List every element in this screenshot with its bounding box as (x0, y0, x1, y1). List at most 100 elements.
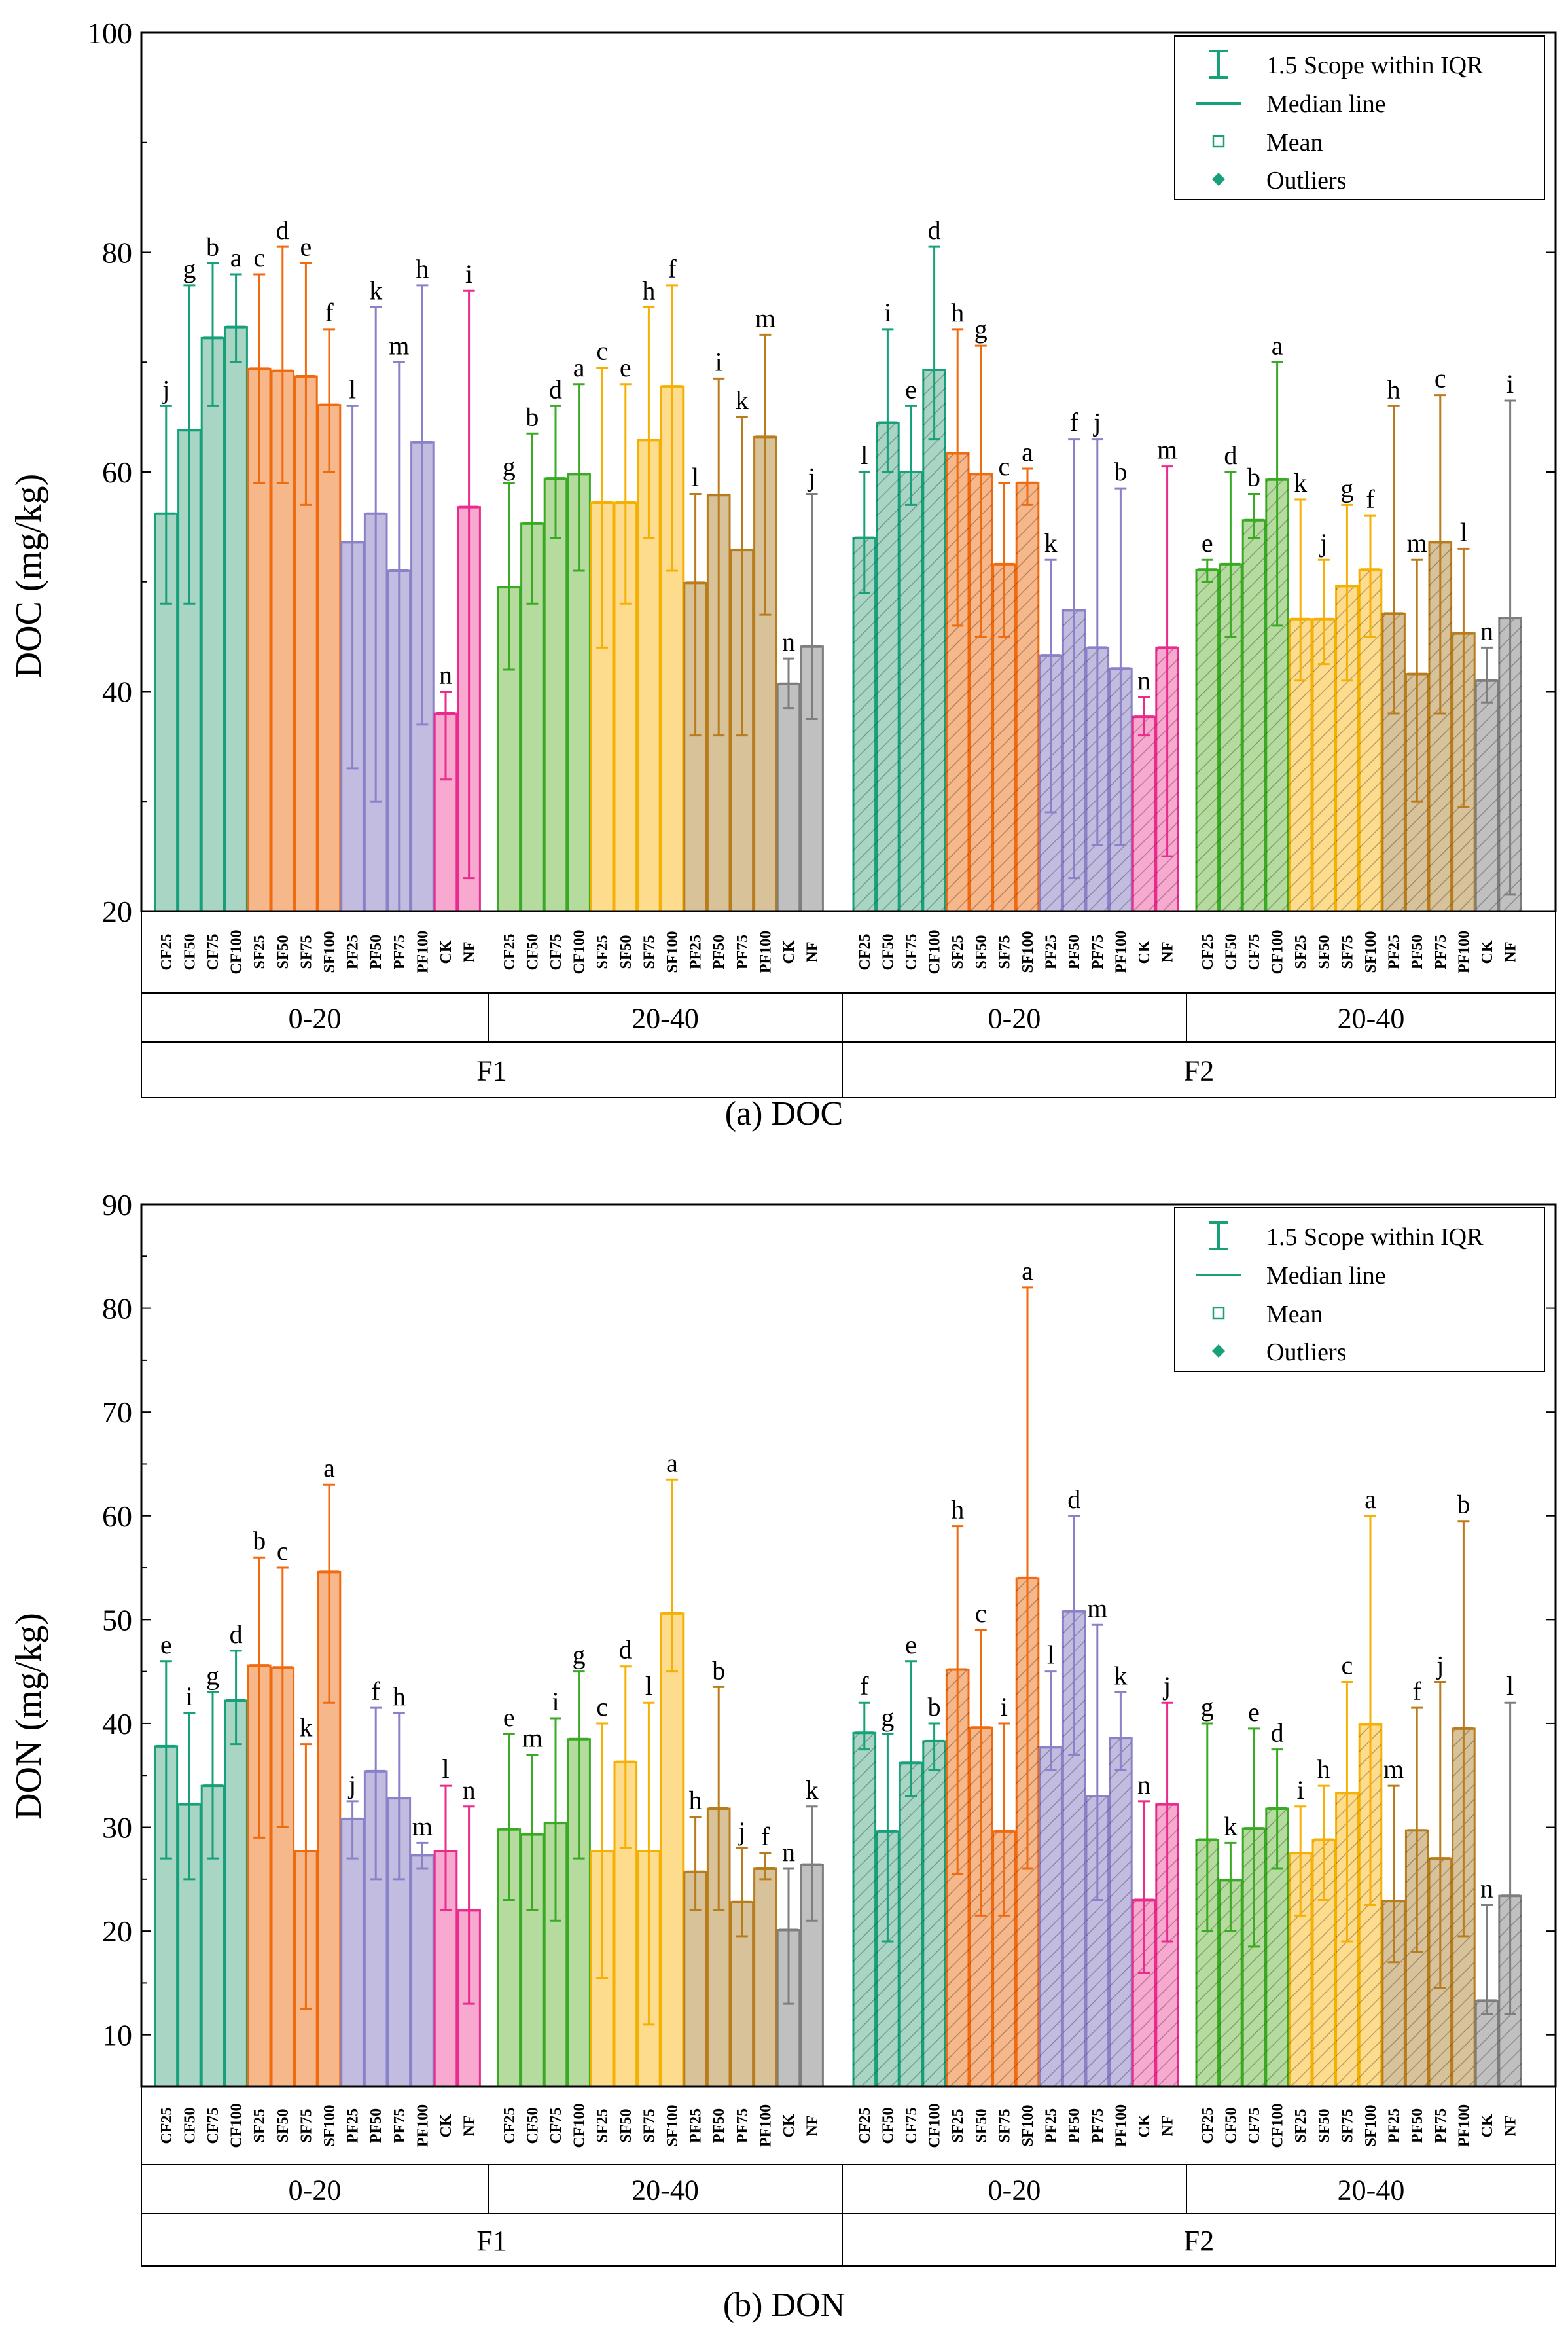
category-label: CF25 (857, 934, 874, 971)
y-tick-label: 70 (102, 1396, 132, 1429)
bar-hatch (853, 1733, 876, 2087)
category-label: PF100 (1113, 2104, 1130, 2147)
category-label: CF25 (857, 2108, 874, 2144)
category-label: CF100 (228, 2104, 245, 2148)
category-label: CF75 (903, 934, 920, 971)
category-label: CF75 (903, 2108, 920, 2144)
category-label: SF75 (298, 2108, 315, 2142)
category-label: PF50 (711, 2108, 728, 2143)
significance-letter: i (1001, 1692, 1008, 1722)
significance-letter: d (619, 1635, 632, 1665)
significance-letter: g (206, 1661, 219, 1690)
plot-layer: 20 40 60 80 100 j CF25 g CF50 b CF75 a CF100 c SF25 d SF… (87, 16, 1557, 2267)
significance-letter: d (276, 215, 289, 245)
legend-mean-label: Mean (1266, 1301, 1323, 1328)
significance-letter: e (620, 353, 632, 382)
depth-group-label: 20-40 (632, 1003, 699, 1035)
significance-letter: j (807, 463, 815, 492)
legend-median-label: Median line (1266, 1262, 1386, 1290)
category-label: CK (1136, 940, 1153, 964)
significance-letter: k (299, 1713, 312, 1742)
significance-letter: i (715, 347, 722, 376)
significance-letter: c (999, 452, 1010, 481)
significance-letter: b (712, 1655, 725, 1685)
depth-group-label: 20-40 (1338, 1003, 1405, 1035)
panel-b-title: (b) DON (723, 2286, 845, 2324)
category-label: SF100 (321, 931, 338, 973)
significance-letter: k (806, 1775, 819, 1805)
significance-letter: l (1460, 517, 1467, 547)
category-label: CF100 (927, 930, 944, 975)
category-label: PF50 (368, 935, 385, 969)
significance-letter: k (369, 276, 382, 305)
category-label: CK (1479, 940, 1496, 964)
category-label: SF100 (664, 931, 681, 973)
category-label: SF75 (1339, 935, 1356, 969)
category-label: CK (781, 940, 798, 964)
significance-letter: e (1202, 528, 1213, 558)
category-label: SF100 (1363, 2104, 1380, 2146)
significance-letter: e (300, 232, 312, 261)
significance-letter: c (596, 336, 608, 366)
mean-legend-icon (1212, 135, 1225, 148)
category-label: CF75 (548, 934, 565, 971)
category-label: SF75 (1339, 2108, 1356, 2142)
category-label: CF25 (1200, 934, 1217, 971)
bar-hatch (1476, 680, 1498, 911)
category-label: CF50 (1222, 2108, 1239, 2144)
category-label: NF (461, 942, 478, 963)
legend-outliers-label: Outliers (1266, 1339, 1346, 1366)
category-label: PF100 (757, 931, 774, 973)
chart-panel-a: 20 40 60 80 100 j CF25 g CF50 b CF75 a CF100 c SF25 d SF… (87, 16, 1557, 1098)
category-label: SF100 (1363, 931, 1380, 973)
significance-letter: l (1506, 1671, 1514, 1701)
legend-box (1174, 1207, 1545, 1372)
significance-letter: g (573, 1640, 586, 1670)
significance-letter: a (1022, 1256, 1033, 1286)
category-label: PF25 (688, 2108, 705, 2143)
significance-letter: d (1067, 1485, 1080, 1514)
significance-letter: b (1247, 463, 1260, 492)
significance-letter: n (1137, 1770, 1150, 1799)
bar-hatch (1243, 520, 1265, 911)
significance-letter: k (736, 386, 749, 415)
y-tick-label: 80 (102, 1292, 132, 1326)
significance-letter: j (347, 1770, 356, 1799)
category-label: CF50 (880, 934, 897, 971)
category-label: CF50 (1222, 934, 1239, 971)
significance-letter: f (668, 254, 677, 283)
category-label: CF25 (158, 934, 175, 971)
category-label: PF75 (1433, 935, 1450, 969)
category-label: SF50 (618, 2108, 635, 2142)
bar-hatch (1109, 1738, 1132, 2087)
significance-letter: m (1407, 528, 1427, 558)
significance-letter: n (782, 627, 795, 657)
significance-letter: c (277, 1536, 289, 1566)
significance-letter: c (596, 1692, 608, 1722)
significance-letter: c (975, 1598, 987, 1628)
category-label: PF50 (1066, 935, 1083, 969)
category-label: PF25 (688, 935, 705, 969)
depth-group-label: 20-40 (1338, 2174, 1405, 2207)
category-label: NF (1160, 942, 1177, 963)
outlier-legend-icon (1212, 173, 1225, 186)
category-label: CK (438, 940, 455, 964)
category-label: PF25 (345, 2108, 362, 2143)
category-label: CF100 (228, 930, 245, 975)
category-label: CF50 (524, 2108, 541, 2144)
significance-letter: g (1340, 473, 1353, 503)
significance-letter: l (692, 463, 699, 492)
bar (776, 683, 801, 912)
category-label: CK (781, 2114, 798, 2137)
significance-letter: d (1224, 441, 1237, 470)
significance-letter: d (1271, 1718, 1284, 1748)
significance-letter: a (666, 1448, 678, 1477)
significance-letter: i (552, 1687, 559, 1716)
significance-letter: a (1272, 331, 1283, 360)
significance-letter: l (861, 441, 868, 470)
outlier-legend-icon (1212, 1344, 1225, 1358)
category-label: CF75 (205, 934, 222, 971)
significance-letter: f (372, 1676, 381, 1706)
significance-letter: l (442, 1754, 449, 1784)
